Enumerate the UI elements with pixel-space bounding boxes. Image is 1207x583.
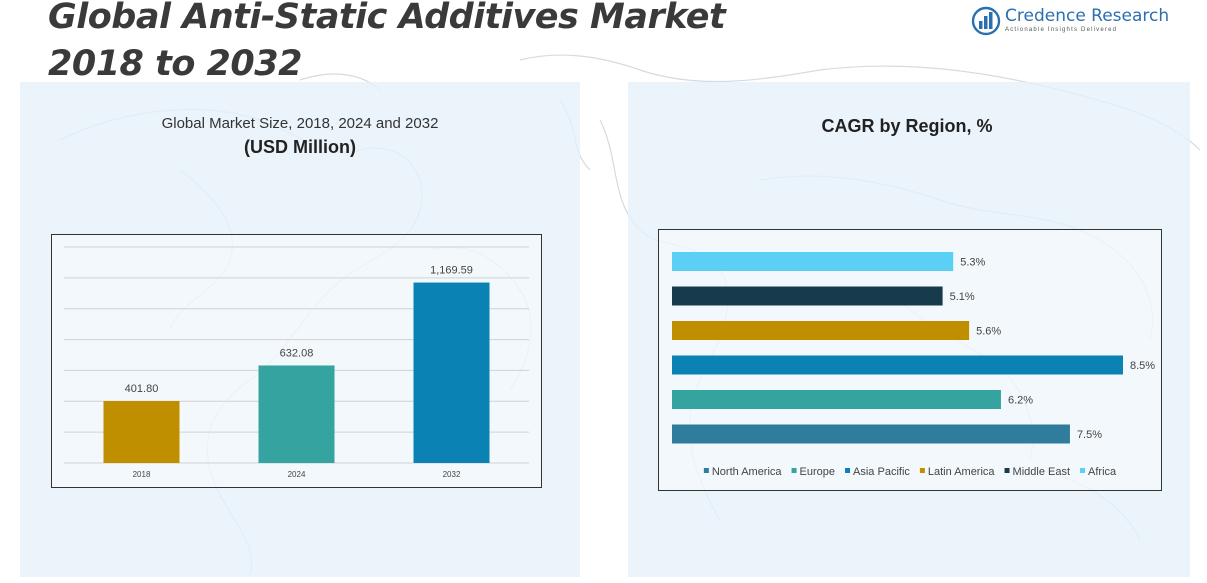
market-size-chart-frame: 401.80 2018 632.08 2024 1,169.59 2032: [51, 234, 542, 488]
chart-legend: North America Europe Asia Pacific Latin Ame…: [704, 466, 1117, 478]
x-tick-label: 2032: [443, 470, 461, 479]
bar-value-label: 632.08: [280, 347, 314, 359]
legend-label: Asia Pacific: [853, 466, 910, 478]
bar-2032: [414, 283, 490, 463]
bar-value-label: 7.5%: [1077, 429, 1102, 441]
legend-swatch: [704, 468, 709, 473]
x-tick-label: 2018: [133, 470, 151, 479]
legend-swatch: [920, 468, 925, 473]
legend-swatch: [1080, 468, 1085, 473]
bar-north-america: [672, 425, 1070, 444]
bar-2018: [104, 401, 180, 463]
legend-label: Europe: [800, 466, 835, 478]
bar-value-label: 6.2%: [1008, 395, 1033, 407]
legend-swatch: [1005, 468, 1010, 473]
bar-latin-america: [672, 321, 969, 340]
cagr-region-bar-chart: 5.3% 5.1% 5.6% 8.5% 6.2% 7.5% North America Eur…: [659, 230, 1161, 490]
legend-label: Middle East: [1013, 466, 1070, 478]
cagr-title: CAGR by Region, %: [626, 116, 1188, 137]
page-title: Global Anti-Static Additives Market 2018…: [48, 0, 725, 88]
logo-tagline: Actionable Insights Delivered: [1005, 27, 1117, 33]
bar-europe: [672, 390, 1001, 409]
bar-value-label: 5.1%: [950, 291, 975, 303]
market-size-unit: (USD Million): [20, 137, 580, 158]
cagr-chart-frame: 5.3% 5.1% 5.6% 8.5% 6.2% 7.5% North America Eur…: [658, 229, 1162, 491]
title-line-2: 2018 to 2032: [48, 41, 725, 88]
bar-asia-pacific: [672, 356, 1123, 375]
credence-research-logo: Credence Research Actionable Insights De…: [971, 6, 1171, 38]
legend-label: North America: [712, 466, 783, 478]
bar-africa: [672, 252, 953, 271]
bar-value-label: 8.5%: [1130, 360, 1155, 372]
bar-value-label: 5.6%: [976, 326, 1001, 338]
x-tick-label: 2024: [288, 470, 306, 479]
legend-swatch: [792, 468, 797, 473]
title-line-1: Global Anti-Static Additives Market: [48, 0, 725, 41]
legend-label: Africa: [1088, 466, 1117, 478]
bar-middle-east: [672, 287, 943, 306]
market-size-bar-chart: 401.80 2018 632.08 2024 1,169.59 2032: [52, 235, 541, 487]
bar-value-label: 1,169.59: [430, 265, 473, 277]
bar-value-label: 5.3%: [960, 257, 985, 269]
bar-chart-logo-icon: [971, 6, 1001, 36]
logo-name: Credence Research: [1005, 6, 1169, 26]
market-size-subtitle: Global Market Size, 2018, 2024 and 2032: [20, 115, 580, 132]
legend-label: Latin America: [928, 466, 996, 478]
bar-value-label: 401.80: [125, 383, 159, 395]
bar-2024: [259, 365, 335, 463]
legend-swatch: [845, 468, 850, 473]
